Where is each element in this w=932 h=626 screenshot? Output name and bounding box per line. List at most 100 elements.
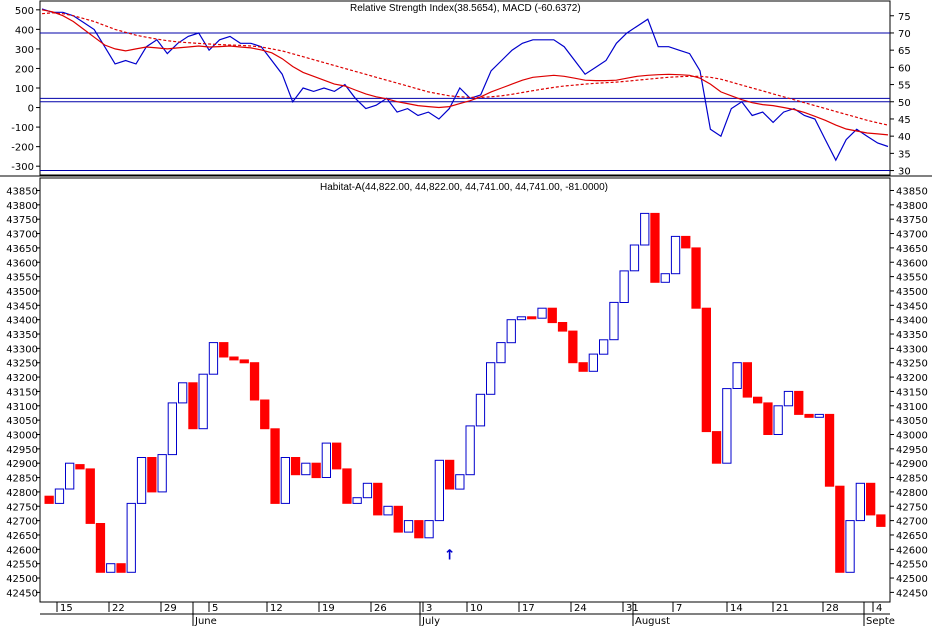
price-right-tick-label: 43350: [896, 330, 928, 341]
candle: [455, 474, 465, 490]
price-left-tick-label: 43100: [6, 402, 38, 413]
candle: [445, 459, 455, 490]
price-left-tick-label: 43450: [6, 301, 38, 312]
candle: [845, 520, 855, 573]
candle: [824, 413, 835, 487]
candle: [208, 342, 219, 375]
candle: [629, 244, 640, 272]
price-right-tick-label: 42500: [896, 574, 928, 585]
candle: [557, 322, 568, 332]
candle: [475, 393, 486, 427]
candle: [65, 462, 75, 490]
price-right-tick-label: 43600: [896, 258, 928, 269]
price-left-tick-label: 43800: [6, 201, 38, 212]
x-tick-label: 26: [374, 603, 387, 614]
price-left-tick-label: 43150: [6, 387, 38, 398]
price-right-tick-label: 43800: [896, 201, 928, 212]
candle: [414, 520, 424, 539]
price-right-tick-label: 42550: [896, 560, 928, 571]
indicator-panel-frame: [39, 0, 891, 176]
right-tick-label: 30: [898, 167, 911, 178]
candle: [362, 482, 373, 499]
right-tick-label: 45: [898, 115, 911, 126]
price-left-tick-label: 42500: [6, 574, 38, 585]
price-right-tick-label: 43400: [896, 316, 928, 327]
price-left-tick-label: 43500: [6, 287, 38, 298]
candle: [188, 382, 198, 430]
price-left-tick-label: 43750: [6, 215, 38, 226]
price-left-tick-label: 43200: [6, 373, 38, 384]
price-right-tick-label: 42750: [896, 502, 928, 513]
candle: [537, 307, 547, 319]
right-tick-label: 60: [898, 63, 911, 74]
candle: [804, 413, 814, 418]
price-left-tick-label: 42450: [6, 588, 38, 599]
candle: [599, 339, 609, 355]
price-right-tick-label: 42900: [896, 459, 928, 470]
x-tick-label: 15: [60, 603, 73, 614]
candle: [116, 563, 126, 573]
candle: [147, 457, 157, 493]
candle: [229, 356, 239, 361]
right-tick-label: 55: [898, 81, 911, 92]
candle: [280, 457, 291, 504]
left-tick-label: -300: [11, 162, 34, 173]
candle: [506, 319, 516, 344]
price-right-tick-label: 43200: [896, 373, 928, 384]
candle: [75, 464, 85, 470]
candle: [126, 502, 136, 573]
candle: [157, 454, 167, 493]
candle: [876, 514, 886, 527]
left-tick-label: -200: [11, 143, 34, 154]
price-left-tick-label: 43650: [6, 244, 38, 255]
candle: [178, 382, 188, 404]
right-tick-label: 40: [898, 132, 911, 143]
candle: [516, 316, 527, 321]
price-right-tick-label: 42950: [896, 445, 928, 456]
candle: [219, 342, 229, 358]
price-right-tick-label: 43550: [896, 273, 928, 284]
candle: [136, 457, 147, 504]
x-tick-label: 3: [426, 603, 432, 614]
candle: [393, 505, 403, 533]
price-left-tick-label: 43050: [6, 416, 38, 427]
candle: [640, 212, 650, 246]
candle: [95, 523, 106, 573]
x-tick-label: 21: [776, 603, 789, 614]
x-tick-label: 19: [322, 603, 335, 614]
candle: [54, 488, 65, 504]
candle: [588, 353, 599, 372]
candle: [85, 468, 95, 524]
price-right-tick-label: 43000: [896, 430, 928, 441]
candle: [783, 390, 794, 407]
candle: [763, 402, 773, 435]
left-tick-label: 500: [15, 6, 34, 17]
price-left-tick-label: 43550: [6, 273, 38, 284]
left-tick-label: 0: [28, 104, 34, 115]
left-tick-label: -100: [11, 123, 34, 134]
candle: [106, 563, 116, 573]
candle: [403, 520, 414, 533]
candle: [352, 497, 362, 504]
right-tick-label: 35: [898, 149, 911, 160]
month-label: August: [635, 616, 670, 626]
indicator-series-line-0: [41, 8, 889, 162]
candle: [44, 495, 54, 504]
x-tick-label: 31: [626, 603, 639, 614]
price-left-tick-label: 42800: [6, 488, 38, 499]
indicator-series-line-2: [41, 12, 889, 126]
right-tick-label: 75: [898, 12, 911, 23]
x-tick-label: 14: [730, 603, 743, 614]
candle: [342, 468, 352, 504]
price-left-tick-label: 42650: [6, 531, 38, 542]
candle: [732, 362, 742, 390]
price-left-tick-label: 43300: [6, 344, 38, 355]
candle: [681, 235, 691, 249]
candle: [855, 482, 866, 522]
price-right-tick-label: 43500: [896, 287, 928, 298]
candle: [527, 316, 537, 320]
x-tick-label: 24: [574, 603, 587, 614]
price-right-tick-label: 42800: [896, 488, 928, 499]
x-tick-label: 17: [522, 603, 535, 614]
